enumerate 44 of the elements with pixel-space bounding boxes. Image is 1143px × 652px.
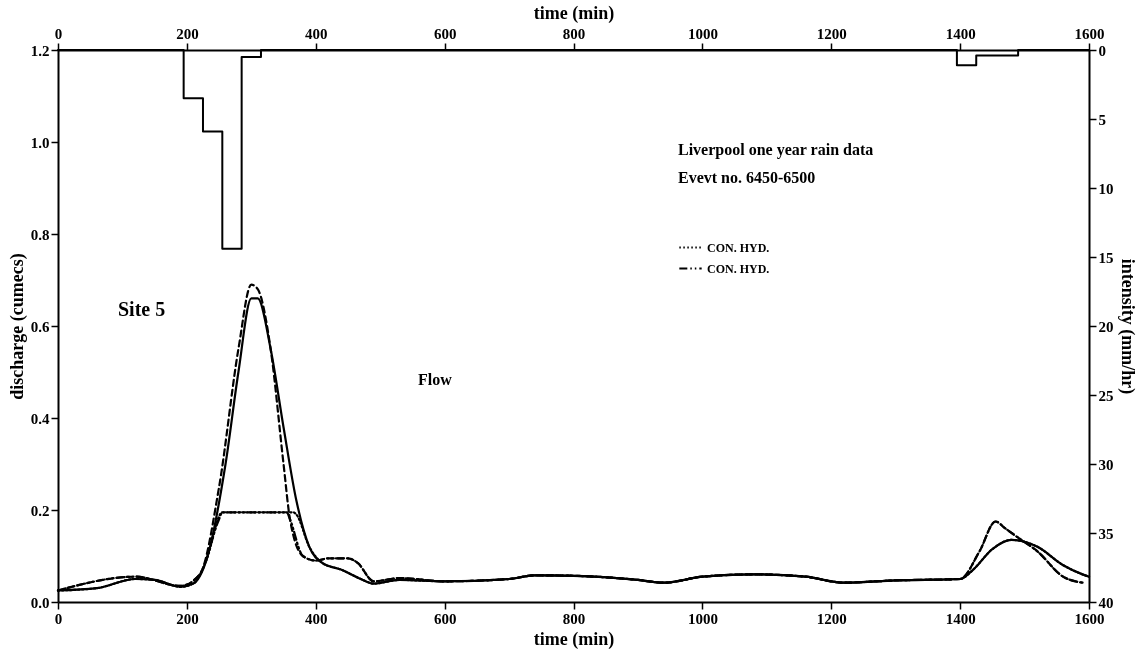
annotation: Evevt no. 6450-6500: [678, 169, 816, 186]
x-tick-label: 1000: [687, 610, 718, 627]
y2-tick-label: 40: [1098, 594, 1114, 611]
y2-tick-label: 35: [1098, 525, 1114, 542]
legend-label: CON. HYD.: [707, 261, 770, 276]
y2-tick-label: 0: [1098, 42, 1106, 59]
y2-tick-label: 15: [1098, 249, 1114, 266]
legend-label: CON. HYD.: [707, 240, 770, 255]
x-tick-label: 1400: [945, 610, 976, 627]
x2-tick-label: 200: [176, 25, 199, 42]
y2-tick-label: 25: [1098, 387, 1114, 404]
x-tick-label: 200: [176, 610, 199, 627]
x-tick-label: 1200: [816, 610, 847, 627]
y-tick-label: 1.0: [30, 134, 50, 151]
x2-tick-label: 400: [305, 25, 328, 42]
x-axis-title: time (min): [533, 628, 615, 650]
y2-tick-label: 30: [1098, 456, 1114, 473]
y2-axis-title: intensity (mm/hr): [1116, 258, 1138, 395]
x2-tick-label: 800: [562, 25, 586, 42]
y-axis-title: discharge (cumecs): [6, 253, 28, 400]
annotation: Liverpool one year rain data: [678, 141, 874, 159]
x-tick-label: 800: [562, 610, 586, 627]
x-tick-label: 1600: [1074, 610, 1105, 627]
y-tick-label: 0.2: [30, 502, 50, 519]
y2-tick-label: 10: [1098, 180, 1114, 197]
y-tick-label: 0.4: [30, 410, 50, 427]
y-tick-label: 0.8: [30, 226, 50, 243]
x-tick-label: 600: [433, 610, 457, 627]
annotation: Flow: [418, 371, 453, 388]
x-tick-label: 0: [54, 610, 63, 627]
x2-tick-label: 1600: [1074, 25, 1105, 42]
x2-tick-label: 1000: [687, 25, 718, 42]
x2-tick-label: 0: [54, 25, 63, 42]
x2-tick-label: 1400: [945, 25, 976, 42]
annotation: Site 5: [118, 298, 166, 320]
y-tick-label: 0.0: [30, 594, 50, 611]
x2-tick-label: 1200: [816, 25, 847, 42]
y-tick-label: 1.2: [30, 42, 50, 59]
x2-tick-label: 600: [433, 25, 457, 42]
y-tick-label: 0.6: [30, 318, 50, 335]
y2-tick-label: 20: [1098, 318, 1114, 335]
x-tick-label: 400: [305, 610, 328, 627]
y2-tick-label: 5: [1098, 111, 1106, 128]
x2-axis-title: time (min): [533, 2, 615, 24]
